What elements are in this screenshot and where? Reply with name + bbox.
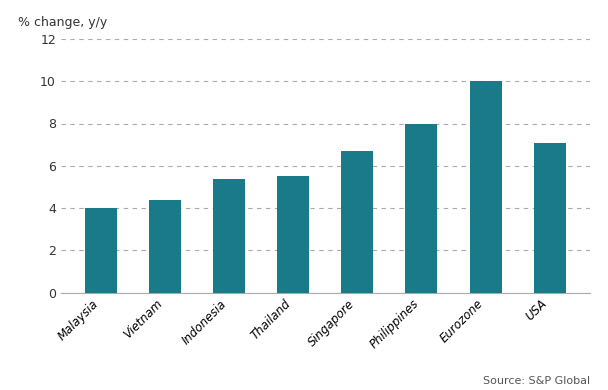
Bar (149, 200, 181, 292)
Bar (213, 179, 245, 292)
Bar (85, 208, 117, 292)
Text: % change, y/y: % change, y/y (18, 16, 108, 29)
Bar (406, 124, 438, 292)
Bar (341, 151, 373, 292)
Bar (277, 176, 309, 292)
Text: Source: S&P Global: Source: S&P Global (483, 376, 590, 386)
Bar (469, 81, 502, 292)
Bar (534, 142, 565, 292)
